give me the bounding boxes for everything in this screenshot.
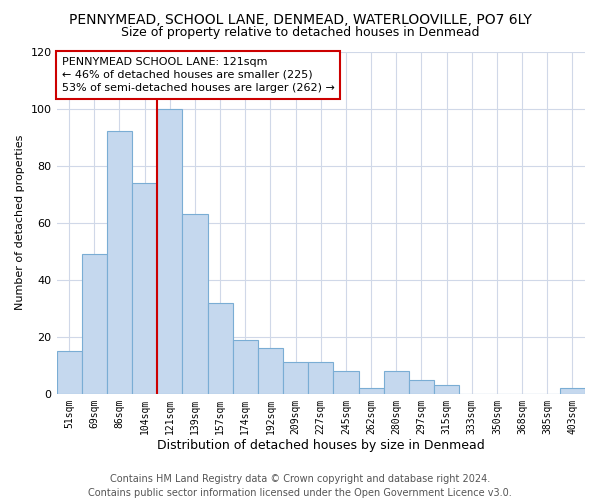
- Bar: [208, 302, 233, 394]
- Bar: [157, 108, 182, 394]
- Bar: [334, 371, 359, 394]
- Text: Contains HM Land Registry data © Crown copyright and database right 2024.
Contai: Contains HM Land Registry data © Crown c…: [88, 474, 512, 498]
- Bar: [258, 348, 283, 394]
- Bar: [107, 132, 132, 394]
- Bar: [56, 351, 82, 394]
- Bar: [82, 254, 107, 394]
- Text: PENNYMEAD, SCHOOL LANE, DENMEAD, WATERLOOVILLE, PO7 6LY: PENNYMEAD, SCHOOL LANE, DENMEAD, WATERLO…: [68, 12, 532, 26]
- Bar: [383, 371, 409, 394]
- Bar: [434, 386, 459, 394]
- X-axis label: Distribution of detached houses by size in Denmead: Distribution of detached houses by size …: [157, 440, 485, 452]
- Bar: [182, 214, 208, 394]
- Bar: [283, 362, 308, 394]
- Bar: [132, 182, 157, 394]
- Text: Size of property relative to detached houses in Denmead: Size of property relative to detached ho…: [121, 26, 479, 39]
- Bar: [359, 388, 383, 394]
- Text: PENNYMEAD SCHOOL LANE: 121sqm
← 46% of detached houses are smaller (225)
53% of : PENNYMEAD SCHOOL LANE: 121sqm ← 46% of d…: [62, 56, 335, 93]
- Y-axis label: Number of detached properties: Number of detached properties: [15, 135, 25, 310]
- Bar: [308, 362, 334, 394]
- Bar: [560, 388, 585, 394]
- Bar: [409, 380, 434, 394]
- Bar: [233, 340, 258, 394]
